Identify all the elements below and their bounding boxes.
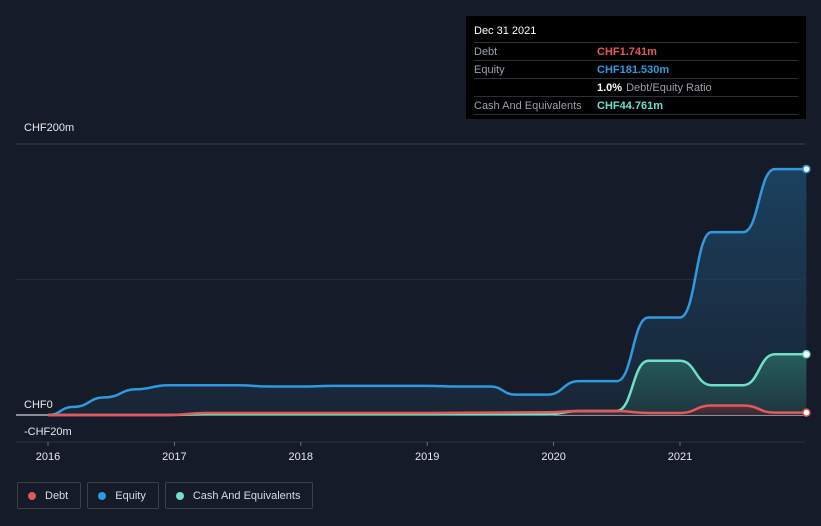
legend-item-equity[interactable]: Equity (87, 482, 159, 509)
tooltip-ratio-value: 1.0% (597, 82, 623, 94)
x-tick-label-4: 2020 (541, 451, 565, 463)
series-end-markers (802, 164, 811, 417)
x-axis: 2016 2017 2018 2019 2020 2021 (36, 451, 692, 463)
tooltip-row-cash: Cash And Equivalents CHF44.761m (474, 97, 798, 115)
tooltip-row-ratio: 1.0% Debt/Equity Ratio (474, 79, 798, 97)
legend-item-debt[interactable]: Debt (17, 482, 82, 509)
tooltip-row-equity: Equity CHF181.530m (474, 61, 798, 79)
debt-line (48, 404, 807, 417)
tooltip-debt-label: Debt (474, 46, 498, 58)
x-tick-label-3: 2019 (415, 451, 439, 463)
debt-area (48, 405, 807, 415)
tooltip-equity-label: Equity (474, 64, 505, 76)
y-tick-label-0: CHF200m (24, 122, 74, 134)
x-tick-label-0: 2016 (36, 451, 60, 463)
debt-end-marker (802, 408, 811, 417)
tooltip-debt-value: CHF1.741m (597, 46, 657, 58)
series-areas (48, 169, 807, 415)
legend-dot-debt (28, 491, 36, 500)
tooltip-panel: Dec 31 2021 Debt CHF1.741m Equity CHF181… (466, 16, 806, 119)
tooltip-ratio-spacer (474, 80, 597, 96)
y-tick-label-1: CHF0 (24, 399, 53, 411)
tooltip-ratio-label: Debt/Equity Ratio (626, 82, 712, 94)
legend-label-equity: Equity (115, 489, 146, 502)
x-tick-label-5: 2021 (668, 451, 692, 463)
equity-end-marker (802, 164, 811, 174)
legend-item-cash[interactable]: Cash And Equivalents (164, 482, 314, 509)
x-tick-label-1: 2017 (162, 451, 186, 463)
tooltip-row-debt: Debt CHF1.741m (474, 43, 798, 61)
tooltip-equity-value: CHF181.530m (597, 64, 670, 76)
legend-label-debt: Debt (45, 489, 69, 502)
legend-dot-cash (175, 491, 184, 500)
legend-label-cash: Cash And Equivalents (192, 489, 301, 502)
y-tick-label-2: -CHF20m (24, 426, 72, 438)
tooltip-cash-label: Cash And Equivalents (474, 100, 582, 112)
tooltip-date: Dec 31 2021 (474, 24, 798, 43)
equity-line (47, 167, 807, 417)
x-tick-label-2: 2018 (289, 451, 313, 463)
y-axis: CHF200m CHF0 -CHF20m (24, 122, 74, 438)
chart-legend: Debt Equity Cash And Equivalents (17, 482, 314, 509)
tooltip-cash-value: CHF44.761m (597, 100, 664, 112)
series-lines (47, 167, 807, 417)
cash-end-marker (802, 350, 811, 359)
legend-dot-equity (98, 491, 107, 500)
